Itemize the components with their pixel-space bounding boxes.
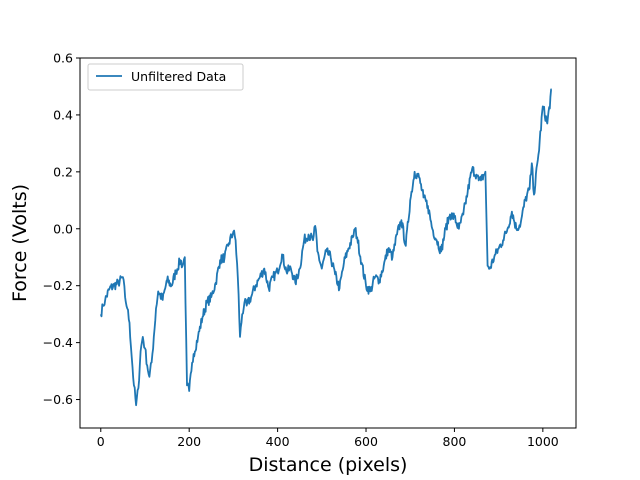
y-tick-label: −0.6 (43, 392, 73, 407)
x-tick-label: 600 (354, 434, 378, 449)
y-tick-label: −0.4 (43, 335, 73, 350)
y-tick-label: −0.2 (43, 278, 73, 293)
x-tick-label: 400 (266, 434, 290, 449)
x-tick-label: 0 (97, 434, 105, 449)
x-tick-label: 1000 (527, 434, 559, 449)
y-tick-label: 0.2 (53, 164, 73, 179)
x-axis-label: Distance (pixels) (249, 454, 408, 476)
y-tick-label: 0.0 (53, 221, 73, 236)
legend: Unfiltered Data (88, 64, 243, 90)
x-tick-label: 800 (443, 434, 467, 449)
y-tick-label: 0.6 (53, 51, 73, 66)
x-tick-label: 200 (177, 434, 201, 449)
y-tick-label: 0.4 (53, 107, 73, 122)
legend-label: Unfiltered Data (131, 69, 226, 84)
y-axis-label: Force (Volts) (9, 184, 31, 302)
